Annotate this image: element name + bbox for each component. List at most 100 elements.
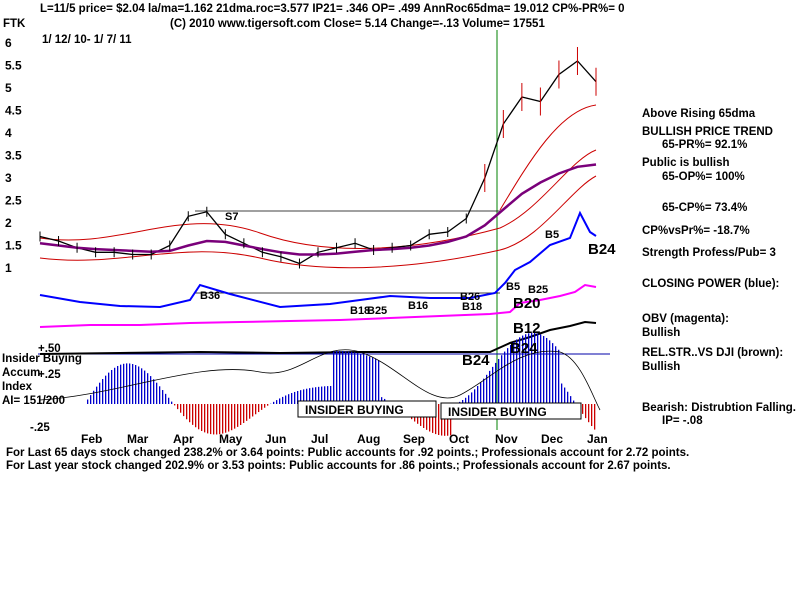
accum-bar — [162, 390, 164, 404]
accum-bar — [486, 374, 488, 404]
accum-label: Accum — [2, 367, 40, 379]
price-bars — [39, 47, 597, 269]
accum-bar — [519, 337, 521, 404]
header-stats: L=11/5 price= $2.04 la/ma=1.162 21dma.ro… — [40, 3, 625, 15]
accum-bar — [150, 376, 152, 404]
accum-bar — [438, 404, 440, 435]
accum-bar — [267, 404, 269, 406]
accum-bar — [324, 386, 326, 404]
month-tick-label: Sep — [403, 432, 425, 446]
accum-bar — [471, 392, 473, 404]
month-tick-label: Jun — [265, 432, 286, 446]
accum-bar — [558, 349, 560, 404]
month-tick-label: Oct — [449, 432, 469, 446]
accum-bar — [588, 404, 590, 423]
signal-b16: B16 — [408, 300, 428, 312]
accum-bar — [330, 385, 332, 404]
accum-bar — [234, 404, 236, 429]
accum-bar — [90, 395, 92, 404]
accum-bar — [261, 404, 263, 410]
relative-strength-line — [39, 320, 597, 355]
accum-bar — [255, 404, 257, 415]
accum-bar — [168, 397, 170, 404]
accum-bar — [351, 351, 353, 404]
accum-bar — [327, 386, 329, 404]
accum-bar — [567, 391, 569, 404]
signal-b24-accum: B24 — [462, 352, 490, 369]
insider-buying-box-2-text: INSIDER BUYING — [448, 405, 547, 419]
accum-bar — [594, 404, 596, 430]
price-tick-label: 2 — [5, 216, 12, 230]
accum-bar — [240, 404, 242, 425]
accum-bar — [345, 351, 347, 404]
accum-bar — [114, 367, 116, 404]
accum-bar — [126, 363, 128, 404]
price-tick-label: 2.5 — [5, 194, 22, 208]
accum-bar — [153, 379, 155, 404]
accum-bar — [297, 390, 299, 404]
accum-bar — [96, 386, 98, 404]
insider-buying-box-1 — [297, 400, 437, 418]
price-tick-label: 5.5 — [5, 59, 22, 73]
footer-65-days: For Last 65 days stock changed 238.2% or… — [6, 447, 689, 459]
panel-65-cp: 65-CP%= 73.4% — [662, 202, 747, 214]
price-axis: 6 5.5 5 4.5 4 3.5 3 2.5 2 1.5 1 — [5, 36, 22, 275]
accum-bar — [300, 390, 302, 404]
accum-bar — [228, 404, 230, 432]
accum-bar — [561, 383, 563, 404]
accum-bar — [207, 404, 209, 434]
accum-bar — [123, 363, 125, 404]
accum-bar — [348, 351, 350, 404]
accum-bar — [540, 334, 542, 404]
accum-bar — [429, 404, 431, 432]
accum-bar — [564, 387, 566, 404]
accum-bar — [366, 355, 368, 404]
panel-bearish: Bearish: Distrubtion Falling. — [642, 402, 796, 414]
index-label: Index — [2, 381, 33, 393]
accum-bar — [354, 352, 356, 404]
panel-obv-bullish: Bullish — [642, 327, 680, 339]
accum-bar — [372, 357, 374, 404]
accum-bar — [177, 404, 179, 410]
accum-bar — [252, 404, 254, 417]
panel-65-op: 65-OP%= 100% — [662, 171, 745, 183]
accum-bar — [447, 404, 449, 436]
accum-bar — [507, 348, 509, 404]
price-tick-label: 3 — [5, 171, 12, 185]
accum-bar — [129, 363, 131, 404]
month-tick-label: Apr — [173, 432, 194, 446]
price-tick-label: 4 — [5, 126, 12, 140]
accum-ma — [39, 349, 601, 411]
footer-last-year: For Last year stock changed 202.9% or 3.… — [6, 460, 671, 472]
accum-bar — [462, 400, 464, 404]
accum-bar — [138, 366, 140, 404]
insider-buying-box-2 — [440, 402, 582, 420]
price-tick-label: 6 — [5, 36, 12, 50]
accum-bar — [105, 375, 107, 404]
accum-bar — [225, 404, 227, 433]
accum-bar — [375, 359, 377, 404]
month-tick-label: Dec — [541, 432, 563, 446]
accum-bar — [450, 404, 452, 436]
price-tick-label: 5 — [5, 81, 12, 95]
accum-bar — [321, 386, 323, 404]
accum-bar — [117, 365, 119, 404]
accum-bar — [111, 369, 113, 404]
accum-bar — [93, 390, 95, 404]
panel-above-65dma: Above Rising 65dma — [642, 108, 756, 120]
price-tick-label: 1.5 — [5, 239, 22, 253]
accum-bar — [501, 355, 503, 404]
accum-bar — [585, 404, 587, 419]
accum-bar — [165, 393, 167, 404]
panel-rel-str: REL.STR..VS DJI (brown): — [642, 347, 783, 359]
panel-public-bullish: Public is bullish — [642, 157, 730, 169]
accum-bar — [357, 352, 359, 404]
upper-band — [39, 149, 597, 249]
accum-bar — [441, 404, 443, 436]
accum-bar — [99, 382, 101, 404]
accum-bar — [243, 404, 245, 423]
accum-bar — [522, 335, 524, 404]
signal-b12: B12 — [513, 320, 541, 337]
accum-bar — [363, 354, 365, 404]
